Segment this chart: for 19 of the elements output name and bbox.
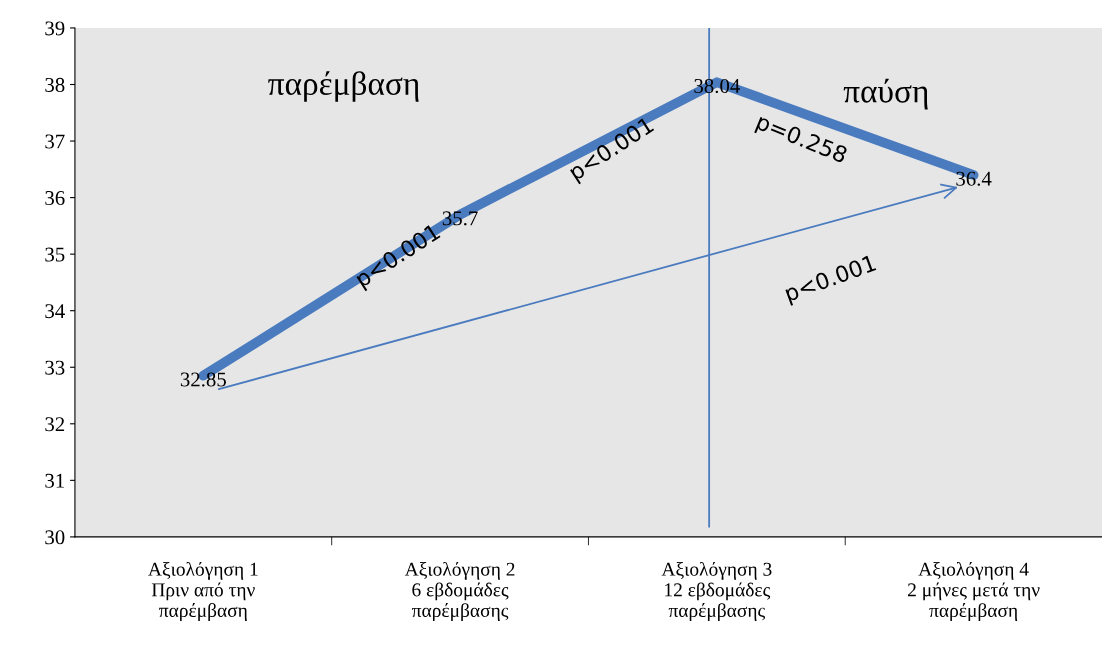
x-tick-label: Αξιολόγηση 1 Πριν από την παρέμβαση [148,561,258,621]
y-tick-label: 39 [45,21,65,36]
data-label: 36.4 [956,171,992,186]
annotation: παύση [843,78,928,110]
y-tick-label: 30 [45,530,65,545]
x-tick-label: Αξιολόγηση 3 12 εβδομάδες παρέμβασης [661,561,772,621]
y-tick-label: 37 [45,134,65,149]
data-label: 35.7 [442,211,478,226]
y-tick-label: 38 [45,77,65,92]
x-tick-label: Αξιολόγηση 4 2 μήνες μετά την παρέμβαση [908,561,1040,621]
x-tick-label: Αξιολόγηση 2 6 εβδομάδες παρέμβασης [404,561,515,621]
y-tick-label: 31 [45,473,64,488]
y-tick-label: 35 [45,247,65,262]
y-tick-label: 32 [45,417,65,432]
y-tick-label: 33 [45,360,65,375]
y-tick-label: 36 [45,191,65,206]
y-tick-label: 34 [45,304,65,319]
data-label: 32.85 [180,372,226,387]
annotation: παρέμβαση [268,71,419,102]
